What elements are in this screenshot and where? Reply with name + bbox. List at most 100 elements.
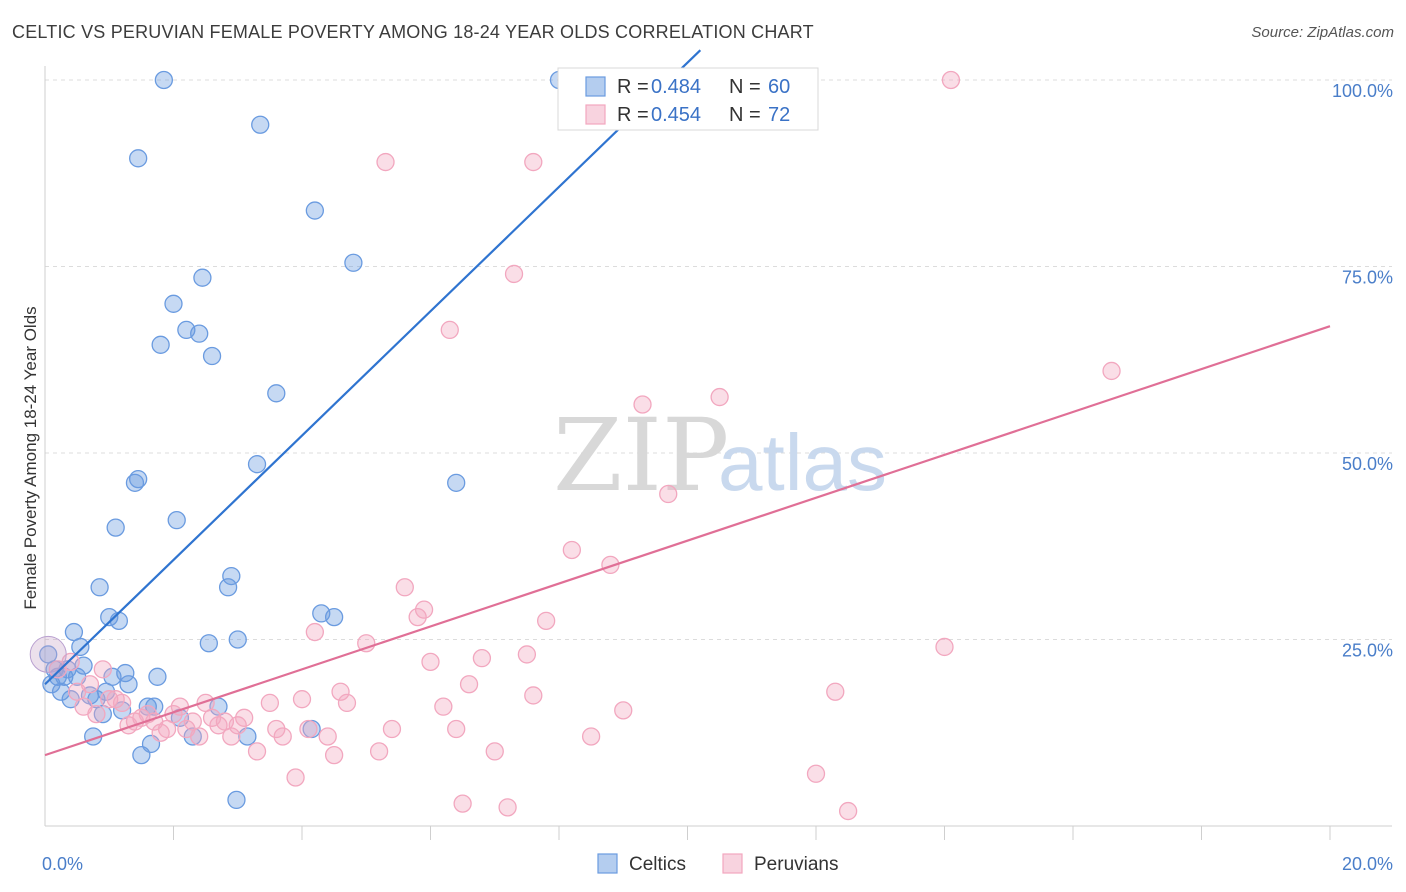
peruvians-point-70 bbox=[838, 801, 858, 821]
celtics-r-value: 0.484 bbox=[651, 76, 701, 98]
celtics-point-22 bbox=[116, 663, 135, 683]
peruvians-point-27 bbox=[228, 716, 247, 735]
celtics-point-41 bbox=[199, 634, 218, 653]
peruvians-n-label: N = bbox=[729, 104, 761, 126]
y-axis-title: Female Poverty Among 18-24 Year Olds bbox=[21, 306, 40, 609]
peruvians-point-37 bbox=[318, 727, 337, 746]
y-tick-label-0: 25.0% bbox=[1342, 641, 1393, 661]
celtics-point-51 bbox=[267, 384, 286, 403]
celtics-point-20 bbox=[109, 611, 129, 630]
gridlines bbox=[45, 79, 1392, 640]
celtics-point-17 bbox=[100, 607, 119, 627]
watermark-zip: ZIP bbox=[553, 397, 729, 514]
celtics-point-32 bbox=[151, 335, 170, 354]
peruvians-point-52 bbox=[453, 794, 472, 813]
peruvians-point-57 bbox=[504, 264, 524, 284]
peruvians-point-31 bbox=[267, 719, 286, 739]
peruvians-point-44 bbox=[382, 719, 402, 739]
peruvians-point-6 bbox=[93, 660, 112, 679]
peruvians-point-56 bbox=[498, 798, 517, 817]
peruvians-point-30 bbox=[260, 693, 280, 713]
peruvians-n-value: 72 bbox=[768, 104, 790, 126]
celtics-point-34 bbox=[164, 294, 183, 313]
source-prefix: Source: bbox=[1251, 24, 1308, 41]
peruvians-point-51 bbox=[447, 719, 466, 739]
peruvians-point-64 bbox=[614, 701, 633, 720]
celtics-point-35 bbox=[167, 510, 186, 530]
peruvians-point-5 bbox=[87, 704, 106, 724]
celtics-point-2 bbox=[48, 667, 67, 686]
celtics-point-59 bbox=[39, 645, 58, 664]
cluster-point bbox=[29, 635, 67, 673]
celtics-point-46 bbox=[227, 790, 246, 810]
peruvians-point-74 bbox=[524, 152, 543, 172]
y-tick-label-2: 75.0% bbox=[1342, 268, 1393, 288]
peruvians-point-68 bbox=[806, 764, 826, 783]
trend-lines bbox=[44, 49, 1331, 757]
peruvians-point-55 bbox=[485, 742, 504, 761]
peruvians-point-62 bbox=[581, 727, 601, 746]
y-tick-label-3: 100.0% bbox=[1332, 81, 1393, 101]
peruvians-point-4 bbox=[80, 675, 100, 694]
watermark: ZIP atlas bbox=[553, 397, 887, 514]
celtics-point-39 bbox=[190, 324, 209, 343]
peruvians-point-38 bbox=[324, 745, 344, 765]
peruvians-point-46 bbox=[408, 607, 427, 627]
celtics-legend-swatch bbox=[585, 76, 606, 97]
peruvians-point-66 bbox=[659, 484, 678, 504]
peruvians-point-43 bbox=[376, 152, 395, 172]
peruvians-point-34 bbox=[292, 690, 312, 709]
celtics-point-26 bbox=[129, 149, 148, 168]
celtics-point-38 bbox=[183, 727, 202, 746]
celtics-point-44 bbox=[218, 578, 238, 597]
peruvians-r-value: 0.454 bbox=[651, 104, 701, 126]
celtics-point-33 bbox=[154, 70, 174, 90]
peruvians-point-60 bbox=[537, 611, 556, 630]
celtics-point-9 bbox=[71, 637, 90, 657]
peruvians-trend-line bbox=[44, 325, 1331, 757]
celtics-point-23 bbox=[119, 675, 138, 694]
y-tick-labels: 25.0% 50.0% 75.0% 100.0% bbox=[1332, 81, 1393, 661]
x-tick-labels: 0.0% 20.0% bbox=[42, 854, 1393, 874]
peruvians-point-1 bbox=[61, 652, 80, 672]
series-legend: Celtics Peruvians bbox=[597, 853, 839, 875]
peruvians-point-48 bbox=[421, 652, 440, 672]
celtics-point-45 bbox=[222, 566, 241, 586]
axes bbox=[44, 66, 1392, 840]
y-tick-label-1: 50.0% bbox=[1342, 454, 1393, 474]
peruvians-point-73 bbox=[1102, 361, 1121, 381]
peruvians-point-72 bbox=[941, 70, 961, 90]
peruvians-point-71 bbox=[935, 637, 954, 657]
peruvians-point-29 bbox=[247, 742, 267, 761]
celtics-series-label: Celtics bbox=[629, 854, 686, 875]
peruvians-point-26 bbox=[222, 727, 241, 746]
celtics-r-label: R = bbox=[617, 76, 649, 98]
watermark-atlas: atlas bbox=[718, 418, 887, 507]
peruvians-point-32 bbox=[273, 727, 292, 746]
peruvians-point-61 bbox=[562, 540, 581, 560]
x-tick-label-1: 20.0% bbox=[1342, 854, 1393, 874]
celtics-point-40 bbox=[193, 268, 212, 287]
peruvians-point-40 bbox=[337, 693, 357, 713]
stats-legend: R = 0.484 N = 60 R = 0.454 N = 72 bbox=[557, 67, 819, 131]
celtics-point-50 bbox=[251, 115, 270, 134]
celtics-point-56 bbox=[344, 253, 363, 272]
peruvians-r-label: R = bbox=[617, 104, 649, 126]
peruvians-point-49 bbox=[434, 697, 453, 716]
celtics-point-19 bbox=[106, 518, 125, 537]
peruvians-point-69 bbox=[826, 682, 845, 701]
source-credit: Source: ZipAtlas.com bbox=[1251, 24, 1394, 41]
celtics-point-3 bbox=[51, 682, 71, 701]
data-points bbox=[29, 70, 1121, 821]
peruvians-series-swatch bbox=[722, 853, 743, 874]
source-link[interactable]: ZipAtlas.com bbox=[1307, 24, 1394, 41]
celtics-point-55 bbox=[324, 607, 344, 627]
celtics-point-14 bbox=[90, 578, 109, 597]
celtics-n-value: 60 bbox=[768, 76, 790, 98]
peruvians-point-67 bbox=[710, 387, 729, 407]
chart-title: CELTIC VS PERUVIAN FEMALE POVERTY AMONG … bbox=[12, 22, 814, 42]
series-peruvians-points bbox=[48, 70, 1121, 821]
celtics-series-swatch bbox=[597, 853, 618, 874]
peruvians-point-42 bbox=[369, 742, 389, 761]
